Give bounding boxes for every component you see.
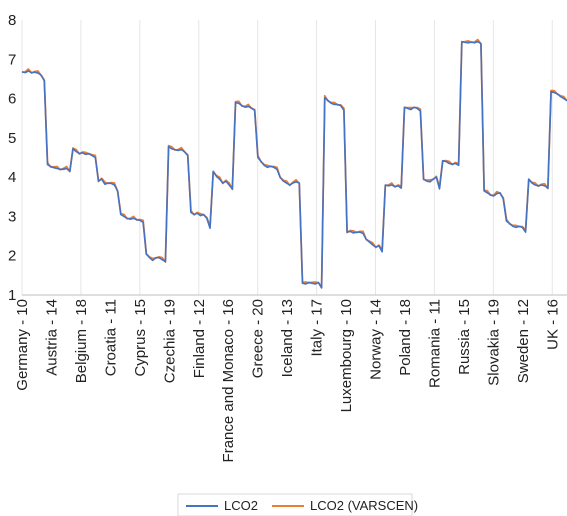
- y-tick-label: 4: [8, 169, 16, 186]
- x-tick-label: Russia - 15: [456, 299, 473, 375]
- x-tick-label: Sweden - 12: [515, 299, 532, 383]
- y-tick-label: 3: [8, 208, 16, 225]
- series-line-lco2-varscen: [21, 38, 567, 289]
- y-tick-label: 1: [8, 287, 16, 304]
- series-line-lco2: [21, 40, 567, 289]
- x-tick-label: Finland - 12: [191, 299, 208, 378]
- x-tick-label: Romania - 11: [426, 299, 443, 388]
- y-axis-tick-labels: 1 2 3 4 5 6 7 8: [8, 12, 16, 304]
- grid-lines: [21, 20, 553, 295]
- x-tick-label: Belgium - 18: [73, 299, 90, 383]
- y-tick-label: 8: [8, 12, 16, 29]
- x-tick-label: Croatia - 11: [102, 299, 119, 376]
- x-axis-tick-labels: Germany - 10 Austria - 14 Belgium - 18 Croa…: [14, 299, 561, 462]
- x-tick-label: Poland - 18: [397, 299, 414, 376]
- x-tick-label: Slovakia - 19: [485, 299, 502, 386]
- series-lines: [21, 38, 567, 289]
- legend-label-lco2-varscen: LCO2 (VARSCEN): [310, 498, 418, 513]
- x-tick-label: Iceland - 13: [279, 299, 296, 377]
- x-tick-label: Cyprus - 15: [132, 299, 149, 377]
- x-tick-label: France and Monaco - 16: [220, 299, 237, 462]
- x-tick-label: Greece - 20: [250, 299, 267, 378]
- y-tick-label: 6: [8, 91, 16, 108]
- x-tick-label: Italy - 17: [309, 299, 326, 357]
- y-tick-label: 5: [8, 130, 16, 147]
- legend-label-lco2: LCO2: [224, 498, 258, 513]
- x-tick-label: UK - 16: [544, 299, 561, 350]
- x-tick-label: Austria - 14: [43, 299, 60, 376]
- x-tick-label: Luxembourg - 10: [338, 299, 355, 412]
- legend: LCO2 LCO2 (VARSCEN): [177, 493, 418, 516]
- y-tick-label: 7: [8, 51, 16, 68]
- x-tick-label: Czechia - 19: [161, 299, 178, 383]
- y-tick-label: 2: [8, 248, 16, 265]
- x-tick-label: Germany - 10: [14, 299, 31, 391]
- x-tick-label: Norway - 14: [368, 299, 385, 380]
